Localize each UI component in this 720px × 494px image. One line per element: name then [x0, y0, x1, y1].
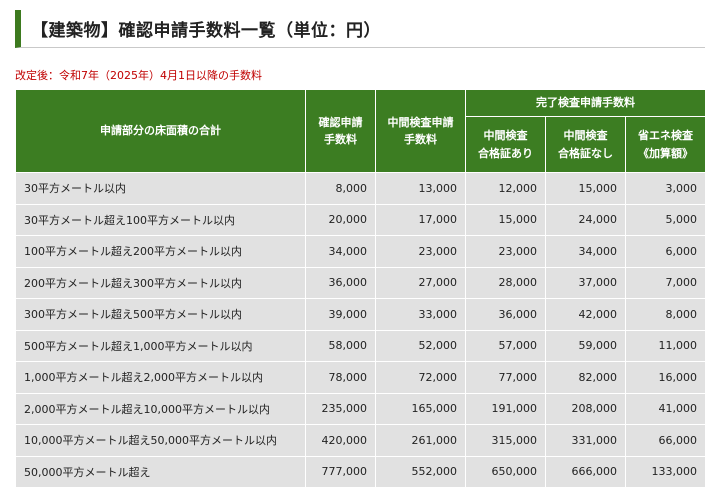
energy-cell: 7,000 — [624, 266, 707, 299]
confirm-fee-cell: 777,000 — [305, 455, 376, 488]
header-without-interim: 中間検査 合格証なし — [545, 116, 626, 173]
title-bar: 【建築物】確認申請手数料一覧（単位：円） — [15, 10, 705, 48]
interim-fee-cell: 27,000 — [375, 266, 466, 299]
energy-cell: 16,000 — [624, 361, 707, 394]
confirm-fee-cell: 8,000 — [305, 172, 376, 205]
area-cell: 30平方メートル超え100平方メートル以内 — [15, 203, 306, 236]
with-interim-cell: 15,000 — [465, 203, 546, 236]
area-cell: 100平方メートル超え200平方メートル以内 — [15, 235, 306, 268]
with-interim-cell: 23,000 — [465, 235, 546, 268]
table-row: 200平方メートル超え300平方メートル以内 36,000 27,000 28,000… — [15, 266, 707, 299]
area-cell: 500平方メートル超え1,000平方メートル以内 — [15, 329, 306, 362]
energy-cell: 41,000 — [624, 392, 707, 425]
area-cell: 300平方メートル超え500平方メートル以内 — [15, 298, 306, 331]
fee-table: 申請部分の床面積の合計 確認申請 手数料 中間検査申請 手数料 完了検査申請手数… — [15, 89, 707, 488]
interim-fee-cell: 33,000 — [375, 298, 466, 331]
energy-cell: 11,000 — [624, 329, 707, 362]
without-interim-cell: 34,000 — [545, 235, 626, 268]
without-interim-cell: 666,000 — [545, 455, 626, 488]
energy-cell: 66,000 — [624, 424, 707, 457]
with-interim-cell: 12,000 — [465, 172, 546, 205]
revision-note: 改定後：令和7年（2025年）4月1日以降の手数料 — [15, 69, 262, 82]
confirm-fee-cell: 34,000 — [305, 235, 376, 268]
interim-fee-cell: 552,000 — [375, 455, 466, 488]
header-without-line2: 合格証なし — [558, 146, 613, 160]
area-cell: 50,000平方メートル超え — [15, 455, 306, 488]
header-confirm-line1: 確認申請 — [318, 115, 363, 129]
with-interim-cell: 36,000 — [465, 298, 546, 331]
area-cell: 2,000平方メートル超え10,000平方メートル以内 — [15, 392, 306, 425]
interim-fee-cell: 261,000 — [375, 424, 466, 457]
interim-fee-cell: 23,000 — [375, 235, 466, 268]
with-interim-cell: 57,000 — [465, 329, 546, 362]
interim-fee-cell: 52,000 — [375, 329, 466, 362]
header-with-line1: 中間検査 — [483, 129, 528, 143]
table-row: 10,000平方メートル超え50,000平方メートル以内 420,000 261,0… — [15, 424, 707, 457]
energy-cell: 5,000 — [624, 203, 707, 236]
page-title: 【建築物】確認申請手数料一覧（単位：円） — [31, 21, 381, 41]
header-area: 申請部分の床面積の合計 — [15, 89, 306, 173]
confirm-fee-cell: 39,000 — [305, 298, 376, 331]
without-interim-cell: 42,000 — [545, 298, 626, 331]
table-row: 300平方メートル超え500平方メートル以内 39,000 33,000 36,000… — [15, 298, 707, 331]
confirm-fee-cell: 36,000 — [305, 266, 376, 299]
confirm-fee-cell: 420,000 — [305, 424, 376, 457]
header-without-line1: 中間検査 — [563, 129, 608, 143]
table-row: 100平方メートル超え200平方メートル以内 34,000 23,000 23,000… — [15, 235, 707, 268]
header-confirm-fee: 確認申請 手数料 — [305, 89, 376, 173]
header-energy-line1: 省エネ検査 — [638, 129, 693, 143]
header-completion-group: 完了検査申請手数料 — [464, 89, 707, 117]
table-row: 2,000平方メートル超え10,000平方メートル以内 235,000 165,00… — [15, 392, 707, 425]
confirm-fee-cell: 58,000 — [305, 329, 376, 362]
header-interim-line2: 手数料 — [404, 133, 437, 146]
table-row: 500平方メートル超え1,000平方メートル以内 58,000 52,000 57,0… — [15, 329, 707, 362]
area-cell: 200平方メートル超え300平方メートル以内 — [15, 266, 306, 299]
header-energy-check: 省エネ検査 《加算額》 — [624, 116, 707, 173]
energy-cell: 8,000 — [624, 298, 707, 331]
energy-cell: 133,000 — [624, 455, 707, 488]
header-with-interim: 中間検査 合格証あり — [465, 116, 546, 173]
energy-cell: 3,000 — [624, 172, 707, 205]
confirm-fee-cell: 78,000 — [305, 361, 376, 394]
header-interim-fee: 中間検査申請 手数料 — [375, 89, 466, 173]
confirm-fee-cell: 235,000 — [305, 392, 376, 425]
area-cell: 30平方メートル以内 — [15, 172, 306, 205]
without-interim-cell: 82,000 — [545, 361, 626, 394]
confirm-fee-cell: 20,000 — [305, 203, 376, 236]
with-interim-cell: 191,000 — [465, 392, 546, 425]
header-completion-label: 完了検査申請手数料 — [536, 96, 635, 110]
table-row: 1,000平方メートル超え2,000平方メートル以内 78,000 72,000 77… — [15, 361, 707, 394]
table-row: 30平方メートル以内 8,000 13,000 12,000 15,000 3,000 — [15, 172, 707, 205]
interim-fee-cell: 17,000 — [375, 203, 466, 236]
header-area-label: 申請部分の床面積の合計 — [100, 124, 221, 138]
energy-cell: 6,000 — [624, 235, 707, 268]
table-row: 30平方メートル超え100平方メートル以内 20,000 17,000 15,000 2… — [15, 203, 707, 236]
interim-fee-cell: 165,000 — [375, 392, 466, 425]
without-interim-cell: 59,000 — [545, 329, 626, 362]
header-interim-line1: 中間検査申請 — [387, 115, 454, 129]
interim-fee-cell: 13,000 — [375, 172, 466, 205]
area-cell: 1,000平方メートル超え2,000平方メートル以内 — [15, 361, 306, 394]
without-interim-cell: 208,000 — [545, 392, 626, 425]
with-interim-cell: 650,000 — [465, 455, 546, 488]
without-interim-cell: 37,000 — [545, 266, 626, 299]
with-interim-cell: 315,000 — [465, 424, 546, 457]
header-with-line2: 合格証あり — [478, 146, 533, 160]
without-interim-cell: 15,000 — [545, 172, 626, 205]
header-energy-line2: 《加算額》 — [638, 146, 693, 160]
area-cell: 10,000平方メートル超え50,000平方メートル以内 — [15, 424, 306, 457]
fee-table-body: 30平方メートル以内 8,000 13,000 12,000 15,000 3,000 30… — [15, 172, 707, 488]
with-interim-cell: 28,000 — [465, 266, 546, 299]
without-interim-cell: 331,000 — [545, 424, 626, 457]
table-row: 50,000平方メートル超え 777,000 552,000 650,000 666,0… — [15, 455, 707, 488]
without-interim-cell: 24,000 — [545, 203, 626, 236]
header-confirm-line2: 手数料 — [324, 133, 357, 146]
with-interim-cell: 77,000 — [465, 361, 546, 394]
interim-fee-cell: 72,000 — [375, 361, 466, 394]
